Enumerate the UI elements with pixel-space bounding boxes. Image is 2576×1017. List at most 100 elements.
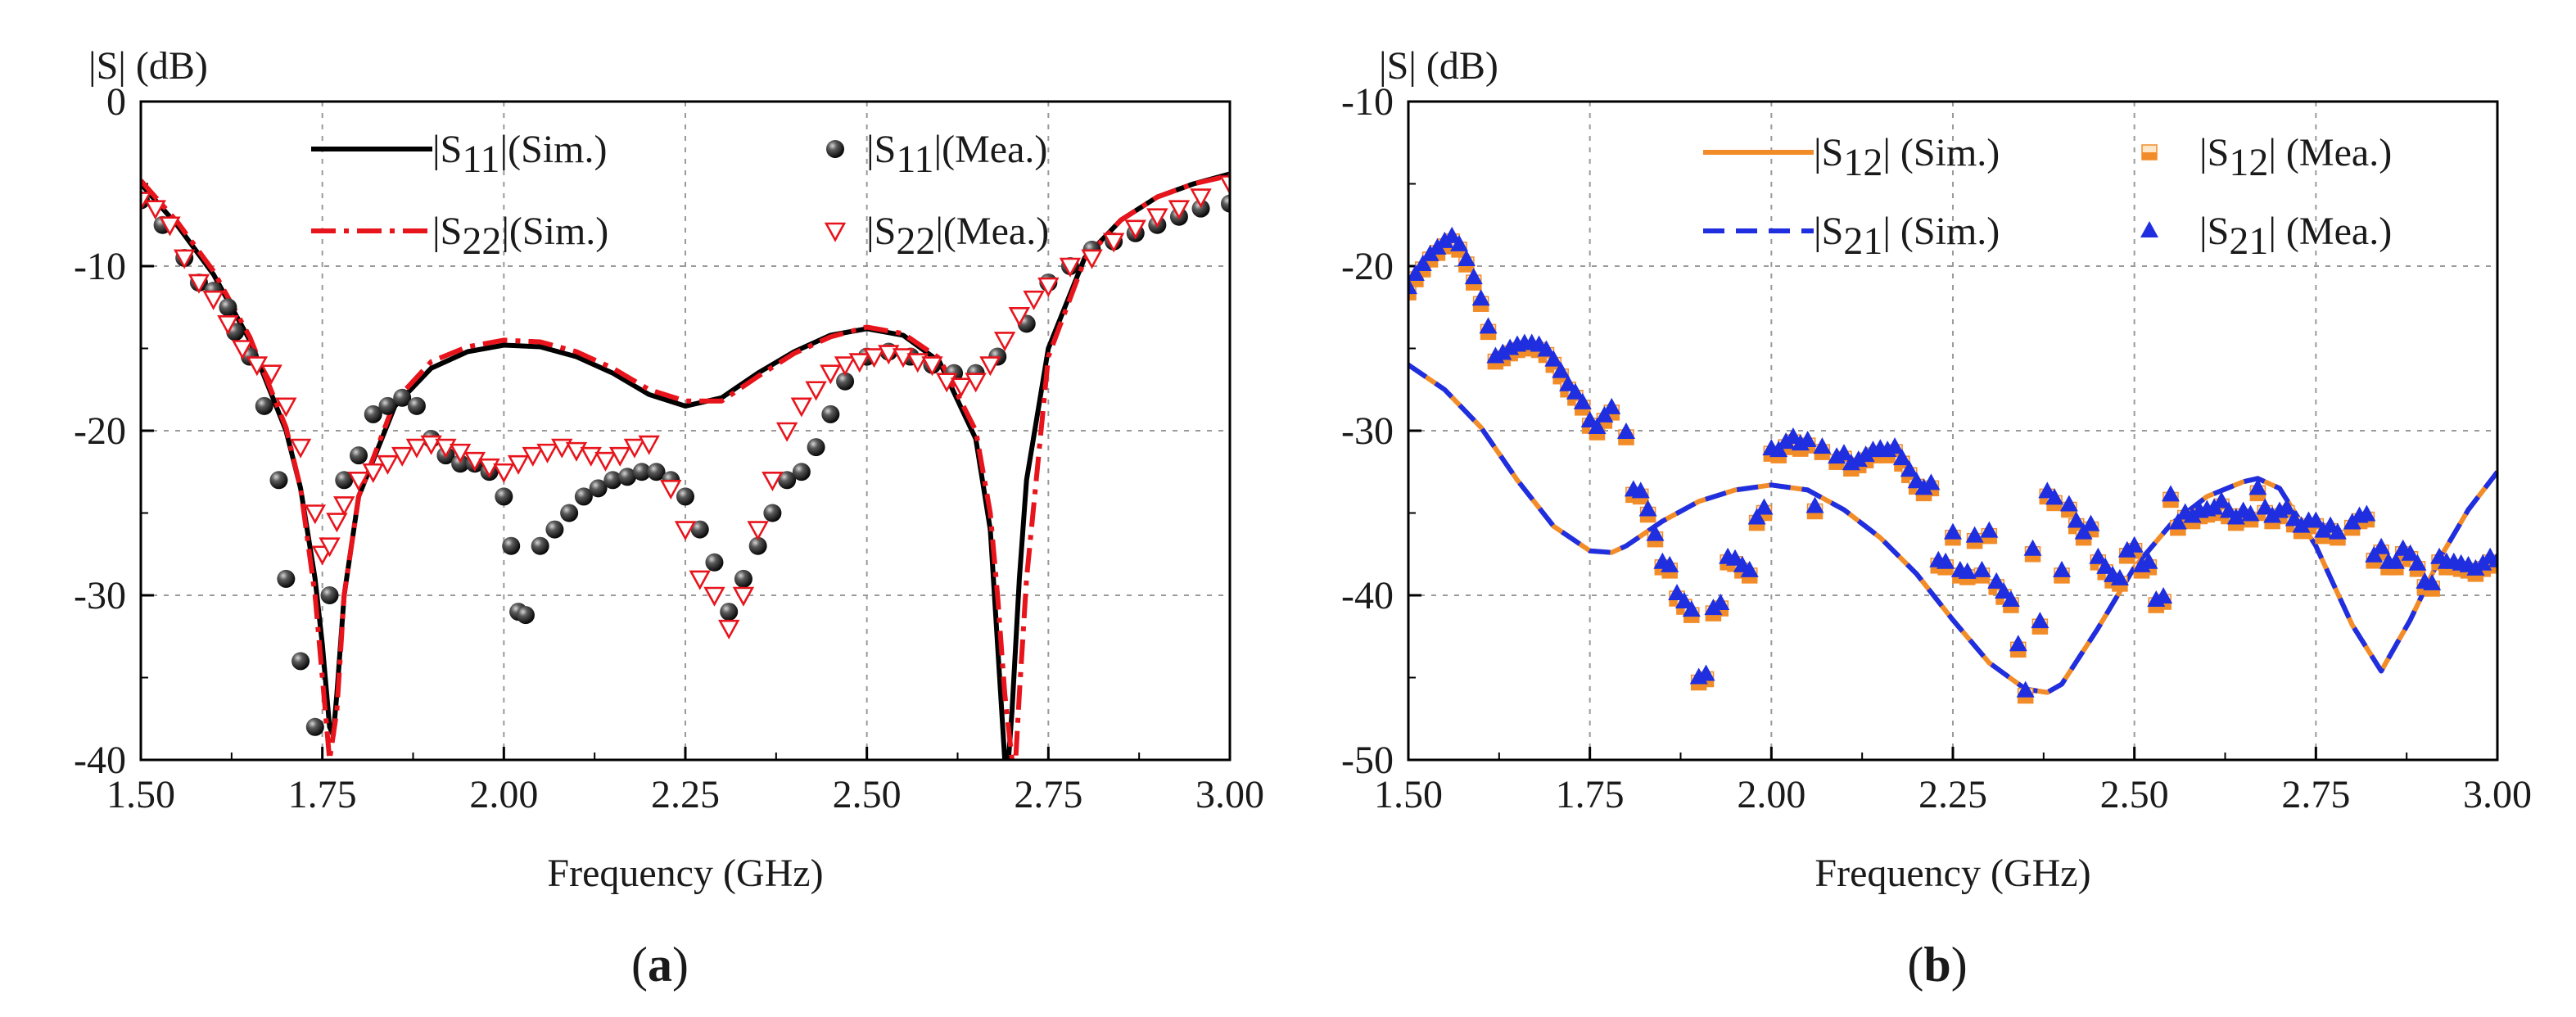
data-point [1218, 175, 1230, 196]
data-point [792, 463, 811, 481]
data-point [2314, 521, 2333, 538]
y-tick-label: -30 [74, 574, 126, 617]
data-point [507, 454, 530, 475]
data-point [594, 451, 617, 472]
x-tick-label: 2.50 [833, 773, 902, 816]
data-point [2125, 536, 2144, 553]
data-point [2081, 514, 2100, 531]
data-point [502, 536, 521, 555]
data-point [2053, 560, 2071, 577]
data-point [834, 356, 856, 377]
panel-caption-b: (b) [1907, 938, 1967, 992]
legend-label: |S21| (Mea.) [2199, 210, 2392, 263]
data-point [807, 438, 825, 457]
data-point [2067, 511, 2086, 528]
data-point [1900, 460, 1918, 477]
data-point [993, 332, 1016, 352]
data-point [1914, 478, 1933, 495]
data-point [1697, 664, 1715, 681]
data-point [495, 487, 513, 506]
data-point [1668, 583, 1687, 600]
data-point [703, 586, 725, 607]
data-point [202, 290, 224, 310]
data-point [289, 438, 312, 459]
data-point [1740, 560, 1759, 577]
data-point [407, 396, 426, 415]
data-point [2074, 522, 2093, 540]
data-point [1965, 526, 1984, 543]
y-tick-label: 0 [106, 80, 126, 124]
data-point [2212, 491, 2231, 508]
data-point [821, 405, 840, 423]
data-point [2168, 513, 2187, 530]
data-point [291, 652, 310, 671]
data-point [848, 353, 870, 373]
data-point [231, 340, 254, 360]
data-point [2009, 635, 2027, 652]
data-point [277, 569, 296, 588]
data-point [551, 438, 573, 459]
data-point [326, 513, 348, 533]
series-b [1408, 226, 2497, 704]
data-point [1471, 289, 1490, 306]
data-point [1544, 350, 1563, 367]
data-point [144, 200, 166, 220]
data-point [2241, 504, 2260, 522]
data-point [1674, 592, 1693, 609]
y-tick-label: -10 [1341, 80, 1394, 124]
data-point [188, 273, 210, 294]
x-tick-label: 1.50 [106, 773, 175, 816]
legend-label: |S22|(Mea.) [866, 210, 1049, 263]
data-point [2307, 511, 2325, 528]
data-point [1037, 277, 1060, 297]
x-tick-label: 3.00 [1195, 773, 1264, 816]
x-tick-label: 2.00 [1737, 773, 1805, 816]
data-point [1408, 264, 1425, 282]
data-point [260, 364, 282, 385]
data-point [2089, 547, 2108, 564]
data-point [1494, 343, 1512, 360]
data-point [690, 520, 709, 539]
data-point [1995, 581, 2013, 599]
x-tick-label: 2.25 [651, 773, 720, 816]
data-point [333, 496, 355, 517]
y-axis-label-b: |S| (dB) [1379, 44, 1498, 88]
data-point [1457, 249, 1476, 266]
legend-label: |S12| (Mea.) [2199, 131, 2392, 184]
data-point [2096, 557, 2115, 574]
data-point [1638, 499, 1657, 517]
data-point [2466, 558, 2485, 576]
data-point [1008, 307, 1031, 327]
legend-b: |S12| (Sim.) |S12| (Mea.) |S21| (Sim.) |S21… [1703, 131, 2392, 263]
data-point [304, 504, 326, 525]
data-point [763, 504, 782, 522]
data-point [1221, 194, 1230, 213]
data-point [1023, 290, 1045, 310]
data-point [1805, 496, 1824, 513]
legend-item-s21-sim: |S21| (Sim.) [1703, 210, 2000, 263]
data-point [609, 446, 631, 467]
data-point [463, 451, 486, 472]
x-tick-label: 2.00 [469, 773, 538, 816]
x-axis-label-b: Frequency (GHz) [1814, 852, 2090, 895]
data-point [347, 472, 370, 491]
data-point [732, 586, 755, 607]
data-point [820, 364, 842, 385]
x-tick-label: 3.00 [2463, 773, 2532, 816]
data-point [762, 472, 784, 491]
data-point [979, 356, 1001, 377]
data-point [1566, 382, 1584, 400]
legend-swatch [826, 140, 844, 158]
data-point [2357, 504, 2376, 522]
x-tick-label: 2.75 [1014, 773, 1082, 816]
data-point [1191, 199, 1210, 218]
data-point [1704, 599, 1723, 616]
data-point [1124, 219, 1146, 240]
data-point [1980, 521, 1999, 538]
data-point [2263, 506, 2282, 523]
data-point [623, 438, 646, 459]
data-point [159, 216, 181, 237]
data-point [516, 606, 535, 625]
data-point [1146, 208, 1168, 228]
legend-item-s12-mea: |S12| (Mea.) [2141, 131, 2392, 184]
